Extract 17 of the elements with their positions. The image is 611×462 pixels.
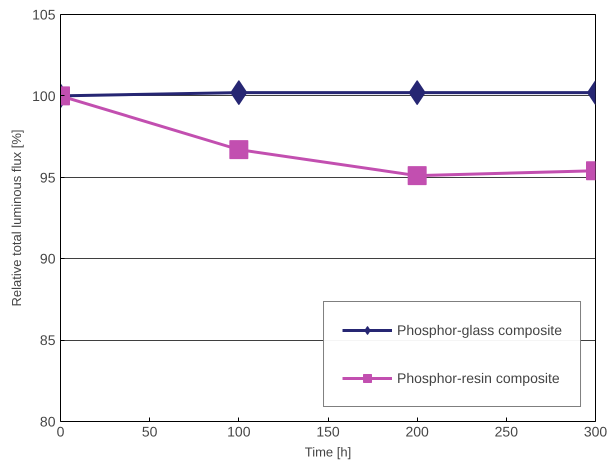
x-tick-label: 200 bbox=[405, 424, 430, 440]
y-tick-label: 95 bbox=[40, 169, 56, 186]
x-tick-label: 100 bbox=[227, 424, 251, 440]
y-tick-label: 90 bbox=[40, 250, 56, 267]
x-axis-title: Time [h] bbox=[304, 444, 352, 460]
legend-label: Phosphor-resin composite bbox=[397, 370, 560, 386]
x-tick-label: 250 bbox=[494, 424, 518, 440]
y-tick-label: 85 bbox=[40, 332, 56, 348]
y-tick-label: 100 bbox=[32, 88, 56, 104]
y-axis-title: Relative total luminous flux [%] bbox=[9, 129, 24, 307]
x-tick-label: 300 bbox=[584, 424, 608, 440]
legend-label: Phosphor-glass composite bbox=[397, 322, 562, 338]
x-tick-label: 150 bbox=[316, 424, 340, 440]
x-tick-label: 50 bbox=[142, 424, 158, 440]
y-tick-label: 80 bbox=[40, 414, 56, 430]
y-tick-label: 105 bbox=[32, 6, 56, 22]
x-tick-label: 0 bbox=[56, 424, 65, 440]
